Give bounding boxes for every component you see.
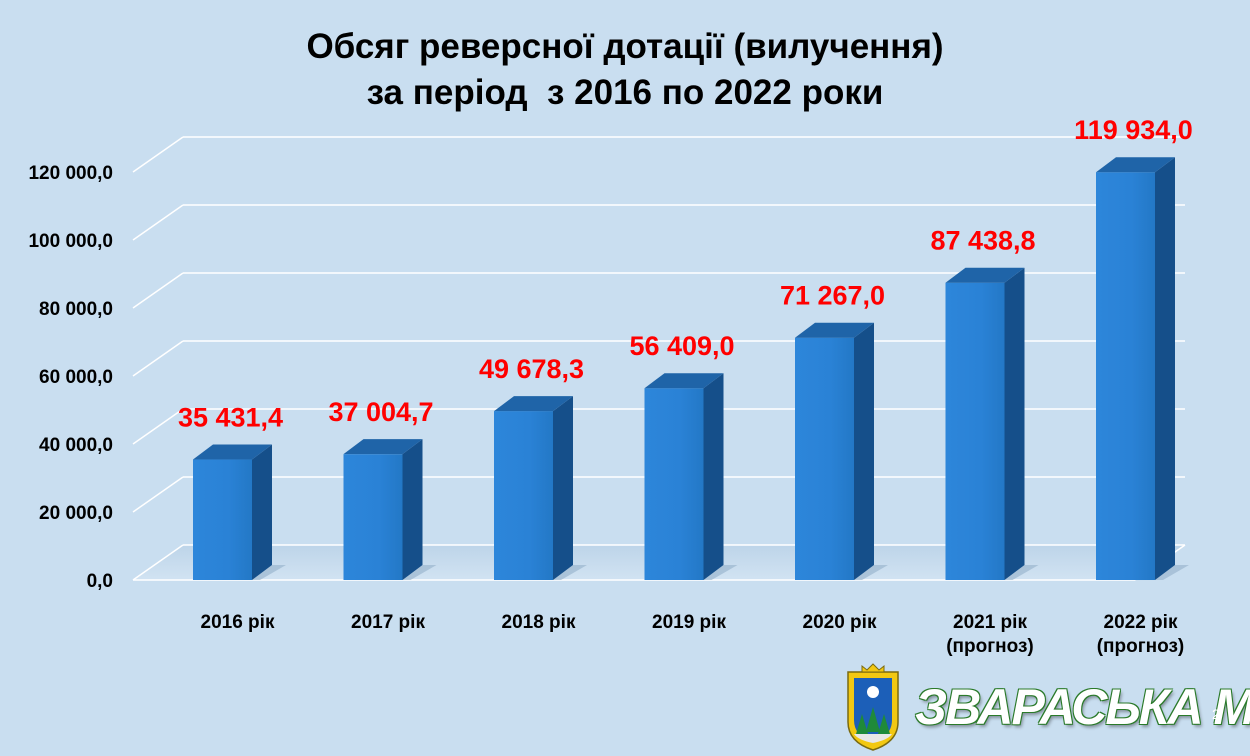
gridline-diagonal bbox=[132, 136, 184, 173]
x-tick-label: 2017 рік bbox=[351, 612, 425, 633]
data-label: 37 004,7 bbox=[328, 397, 433, 427]
logo-text: ЗВАРАСЬКА МТГ bbox=[915, 679, 1250, 735]
bar bbox=[494, 411, 553, 580]
gridline-diagonal bbox=[132, 272, 184, 309]
x-tick-label: (прогноз) bbox=[1097, 636, 1185, 657]
bar bbox=[1096, 172, 1155, 580]
bar bbox=[193, 459, 252, 580]
bar bbox=[343, 454, 403, 580]
bar-side bbox=[252, 444, 272, 580]
y-tick-label: 60 000,0 bbox=[39, 367, 113, 388]
bar-side bbox=[703, 373, 724, 580]
gridline-diagonal bbox=[132, 544, 184, 581]
x-tick-label: 2016 рік bbox=[201, 612, 275, 633]
bar bbox=[945, 282, 1005, 580]
bar-top bbox=[945, 267, 1025, 283]
chart-title-line-2: за період з 2016 по 2022 роки bbox=[366, 73, 884, 112]
bar-shadow bbox=[553, 565, 587, 580]
bar-side bbox=[1004, 267, 1025, 580]
y-tick-label: 40 000,0 bbox=[39, 435, 113, 456]
logo-suffix: 2 bbox=[1212, 706, 1220, 722]
bar bbox=[795, 337, 854, 580]
bar-shadow bbox=[854, 565, 888, 580]
chart-title-line-1: Обсяг реверсної дотації (вилучення) bbox=[306, 27, 944, 66]
x-tick-label: 2019 рік bbox=[652, 612, 726, 633]
bar-side bbox=[402, 439, 423, 580]
bar-shadow bbox=[402, 565, 437, 580]
data-label: 71 267,0 bbox=[780, 281, 885, 311]
bar-shadow bbox=[1155, 565, 1189, 580]
x-tick-label: 2018 рік bbox=[502, 612, 576, 633]
bar bbox=[644, 388, 704, 580]
bar-top bbox=[795, 322, 874, 338]
y-tick-label: 100 000,0 bbox=[28, 231, 113, 252]
x-tick-label: 2021 рік bbox=[953, 612, 1027, 633]
y-tick-label: 20 000,0 bbox=[39, 503, 113, 524]
bar-top bbox=[494, 396, 573, 412]
gridline-diagonal bbox=[132, 340, 184, 377]
x-tick-label: 2022 рік bbox=[1104, 612, 1178, 633]
gridline-diagonal bbox=[132, 476, 184, 513]
data-label: 87 438,8 bbox=[930, 226, 1035, 256]
bar-side bbox=[854, 322, 874, 580]
y-tick-label: 0,0 bbox=[87, 571, 113, 592]
bar-shadow bbox=[703, 565, 738, 580]
bar-top bbox=[644, 373, 724, 389]
data-label: 56 409,0 bbox=[629, 331, 734, 361]
x-tick-label: 2020 рік bbox=[803, 612, 877, 633]
bar-shadow bbox=[1004, 565, 1039, 580]
x-tick-label: (прогноз) bbox=[946, 636, 1034, 657]
y-tick-label: 120 000,0 bbox=[28, 163, 113, 184]
data-label: 119 934,0 bbox=[1074, 115, 1193, 145]
data-label: 35 431,4 bbox=[178, 403, 283, 433]
chart-title: Обсяг реверсної дотації (вилучення) за п… bbox=[0, 24, 1250, 116]
bar-top bbox=[1096, 157, 1175, 173]
y-tick-label: 80 000,0 bbox=[39, 299, 113, 320]
gridline-diagonal bbox=[132, 204, 184, 241]
coat-of-arms-icon bbox=[847, 663, 899, 751]
bar-side bbox=[553, 396, 573, 580]
bar-shadow bbox=[252, 565, 286, 580]
community-logo: ЗВАРАСЬКА МТГ 2 bbox=[840, 662, 1250, 751]
bar-side bbox=[1155, 157, 1175, 580]
data-label: 49 678,3 bbox=[479, 354, 584, 384]
gridline-diagonal bbox=[132, 408, 184, 445]
bar-top bbox=[343, 439, 423, 455]
bar-top bbox=[193, 444, 272, 460]
